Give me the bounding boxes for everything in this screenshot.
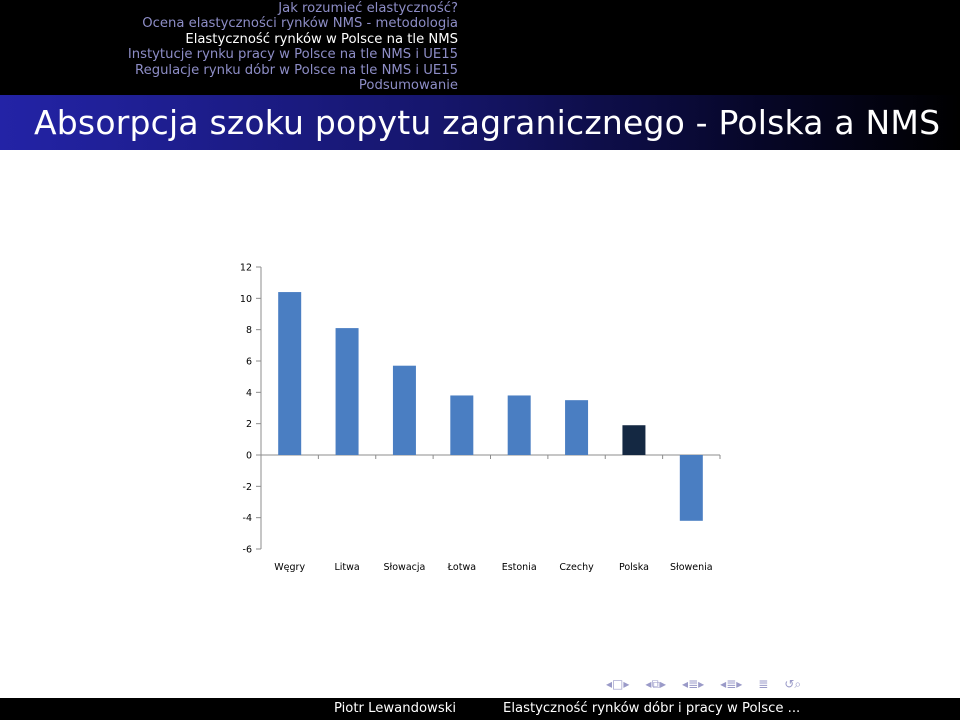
nav-document-icon[interactable]: ≣ xyxy=(758,677,769,691)
bar-4 xyxy=(450,395,474,455)
frame-title-band: Absorpcja szoku popytu zagranicznego - P… xyxy=(0,95,960,150)
chart-axes xyxy=(256,266,721,550)
footer: Piotr Lewandowski Elastyczność rynków dó… xyxy=(0,698,960,720)
nav-prev-subsection-icon[interactable]: ◂ xyxy=(682,677,689,691)
nav-next-frame-icon[interactable]: ▸ xyxy=(660,677,667,691)
bar-5 xyxy=(507,395,531,455)
bar-7 xyxy=(622,425,646,455)
nav-back-icon[interactable]: ↺ xyxy=(784,677,795,691)
category-label: Czechy xyxy=(559,562,594,573)
category-label: Słowenia xyxy=(670,562,713,573)
y-tick-label: -2 xyxy=(243,482,252,493)
category-label: Słowacja xyxy=(384,562,426,573)
bar-6 xyxy=(565,400,589,455)
bar-8 xyxy=(679,455,703,521)
y-tick-label: 12 xyxy=(240,263,252,274)
category-label: Polska xyxy=(619,562,649,573)
bar-2 xyxy=(335,328,359,455)
y-tick-label: -4 xyxy=(243,513,252,524)
bar-3 xyxy=(392,365,416,455)
footer-short-title: Elastyczność rynków dóbr i pracy w Polsc… xyxy=(465,698,960,720)
chart-labels: -6 -4 -2 0 2 4 6 8 10 12 Węgry Litwa Słowacja Łotwa Es… xyxy=(240,263,713,574)
section-link[interactable]: Podsumowanie xyxy=(358,78,458,94)
nav-frame-icon[interactable]: ⧉ xyxy=(651,677,661,691)
slide-title: Absorpcja szoku popytu zagranicznego - P… xyxy=(34,103,941,142)
y-tick-label: 0 xyxy=(246,451,252,462)
y-tick-label: 10 xyxy=(240,294,252,305)
y-tick-label: -6 xyxy=(243,545,252,556)
section-list: Jak rozumieć elastyczność? Ocena elastyc… xyxy=(128,1,458,93)
nav-prev-section-icon[interactable]: ◂ xyxy=(720,677,727,691)
category-label: Estonia xyxy=(502,562,537,573)
beamer-navigation-symbols: ◂ □ ▸ ◂ ⧉ ▸ ◂ ≣ ▸ ◂ ≣ ▸ ≣ ↺ ⌕ xyxy=(606,676,801,692)
nav-subsection-icon[interactable]: ≣ xyxy=(688,677,699,691)
footer-author: Piotr Lewandowski xyxy=(0,698,465,720)
section-link[interactable]: Regulacje rynku dóbr w Polsce na tle NMS… xyxy=(135,62,458,78)
nav-next-section-icon[interactable]: ▸ xyxy=(736,677,743,691)
y-tick-label: 8 xyxy=(246,325,252,336)
section-navigation: Jak rozumieć elastyczność? Ocena elastyc… xyxy=(0,0,960,95)
category-label: Łotwa xyxy=(447,562,476,573)
y-tick-label: 4 xyxy=(246,388,252,399)
section-link[interactable]: Jak rozumieć elastyczność? xyxy=(278,1,458,16)
section-link[interactable]: Ocena elastyczności rynków NMS - metodol… xyxy=(142,16,458,32)
nav-slide-icon[interactable]: □ xyxy=(612,677,624,691)
bar-1 xyxy=(278,292,302,455)
nav-next-subsection-icon[interactable]: ▸ xyxy=(698,677,705,691)
chart-bars xyxy=(278,292,703,521)
nav-prev-frame-icon[interactable]: ◂ xyxy=(645,677,652,691)
category-label: Litwa xyxy=(334,562,359,573)
y-tick-label: 2 xyxy=(246,419,252,430)
section-list-panel: Jak rozumieć elastyczność? Ocena elastyc… xyxy=(0,0,480,95)
section-link[interactable]: Instytucje rynku pracy w Polsce na tle N… xyxy=(127,47,458,63)
y-tick-label: 6 xyxy=(246,357,252,368)
nav-search-icon[interactable]: ⌕ xyxy=(794,677,802,691)
subsection-panel xyxy=(480,0,960,95)
section-link-active[interactable]: Elastyczność rynków w Polsce na tle NMS xyxy=(185,31,458,47)
nav-next-slide-icon[interactable]: ▸ xyxy=(623,677,630,691)
nav-section-icon[interactable]: ≣ xyxy=(726,677,737,691)
nav-prev-slide-icon[interactable]: ◂ xyxy=(606,677,613,691)
category-label: Węgry xyxy=(274,562,305,573)
